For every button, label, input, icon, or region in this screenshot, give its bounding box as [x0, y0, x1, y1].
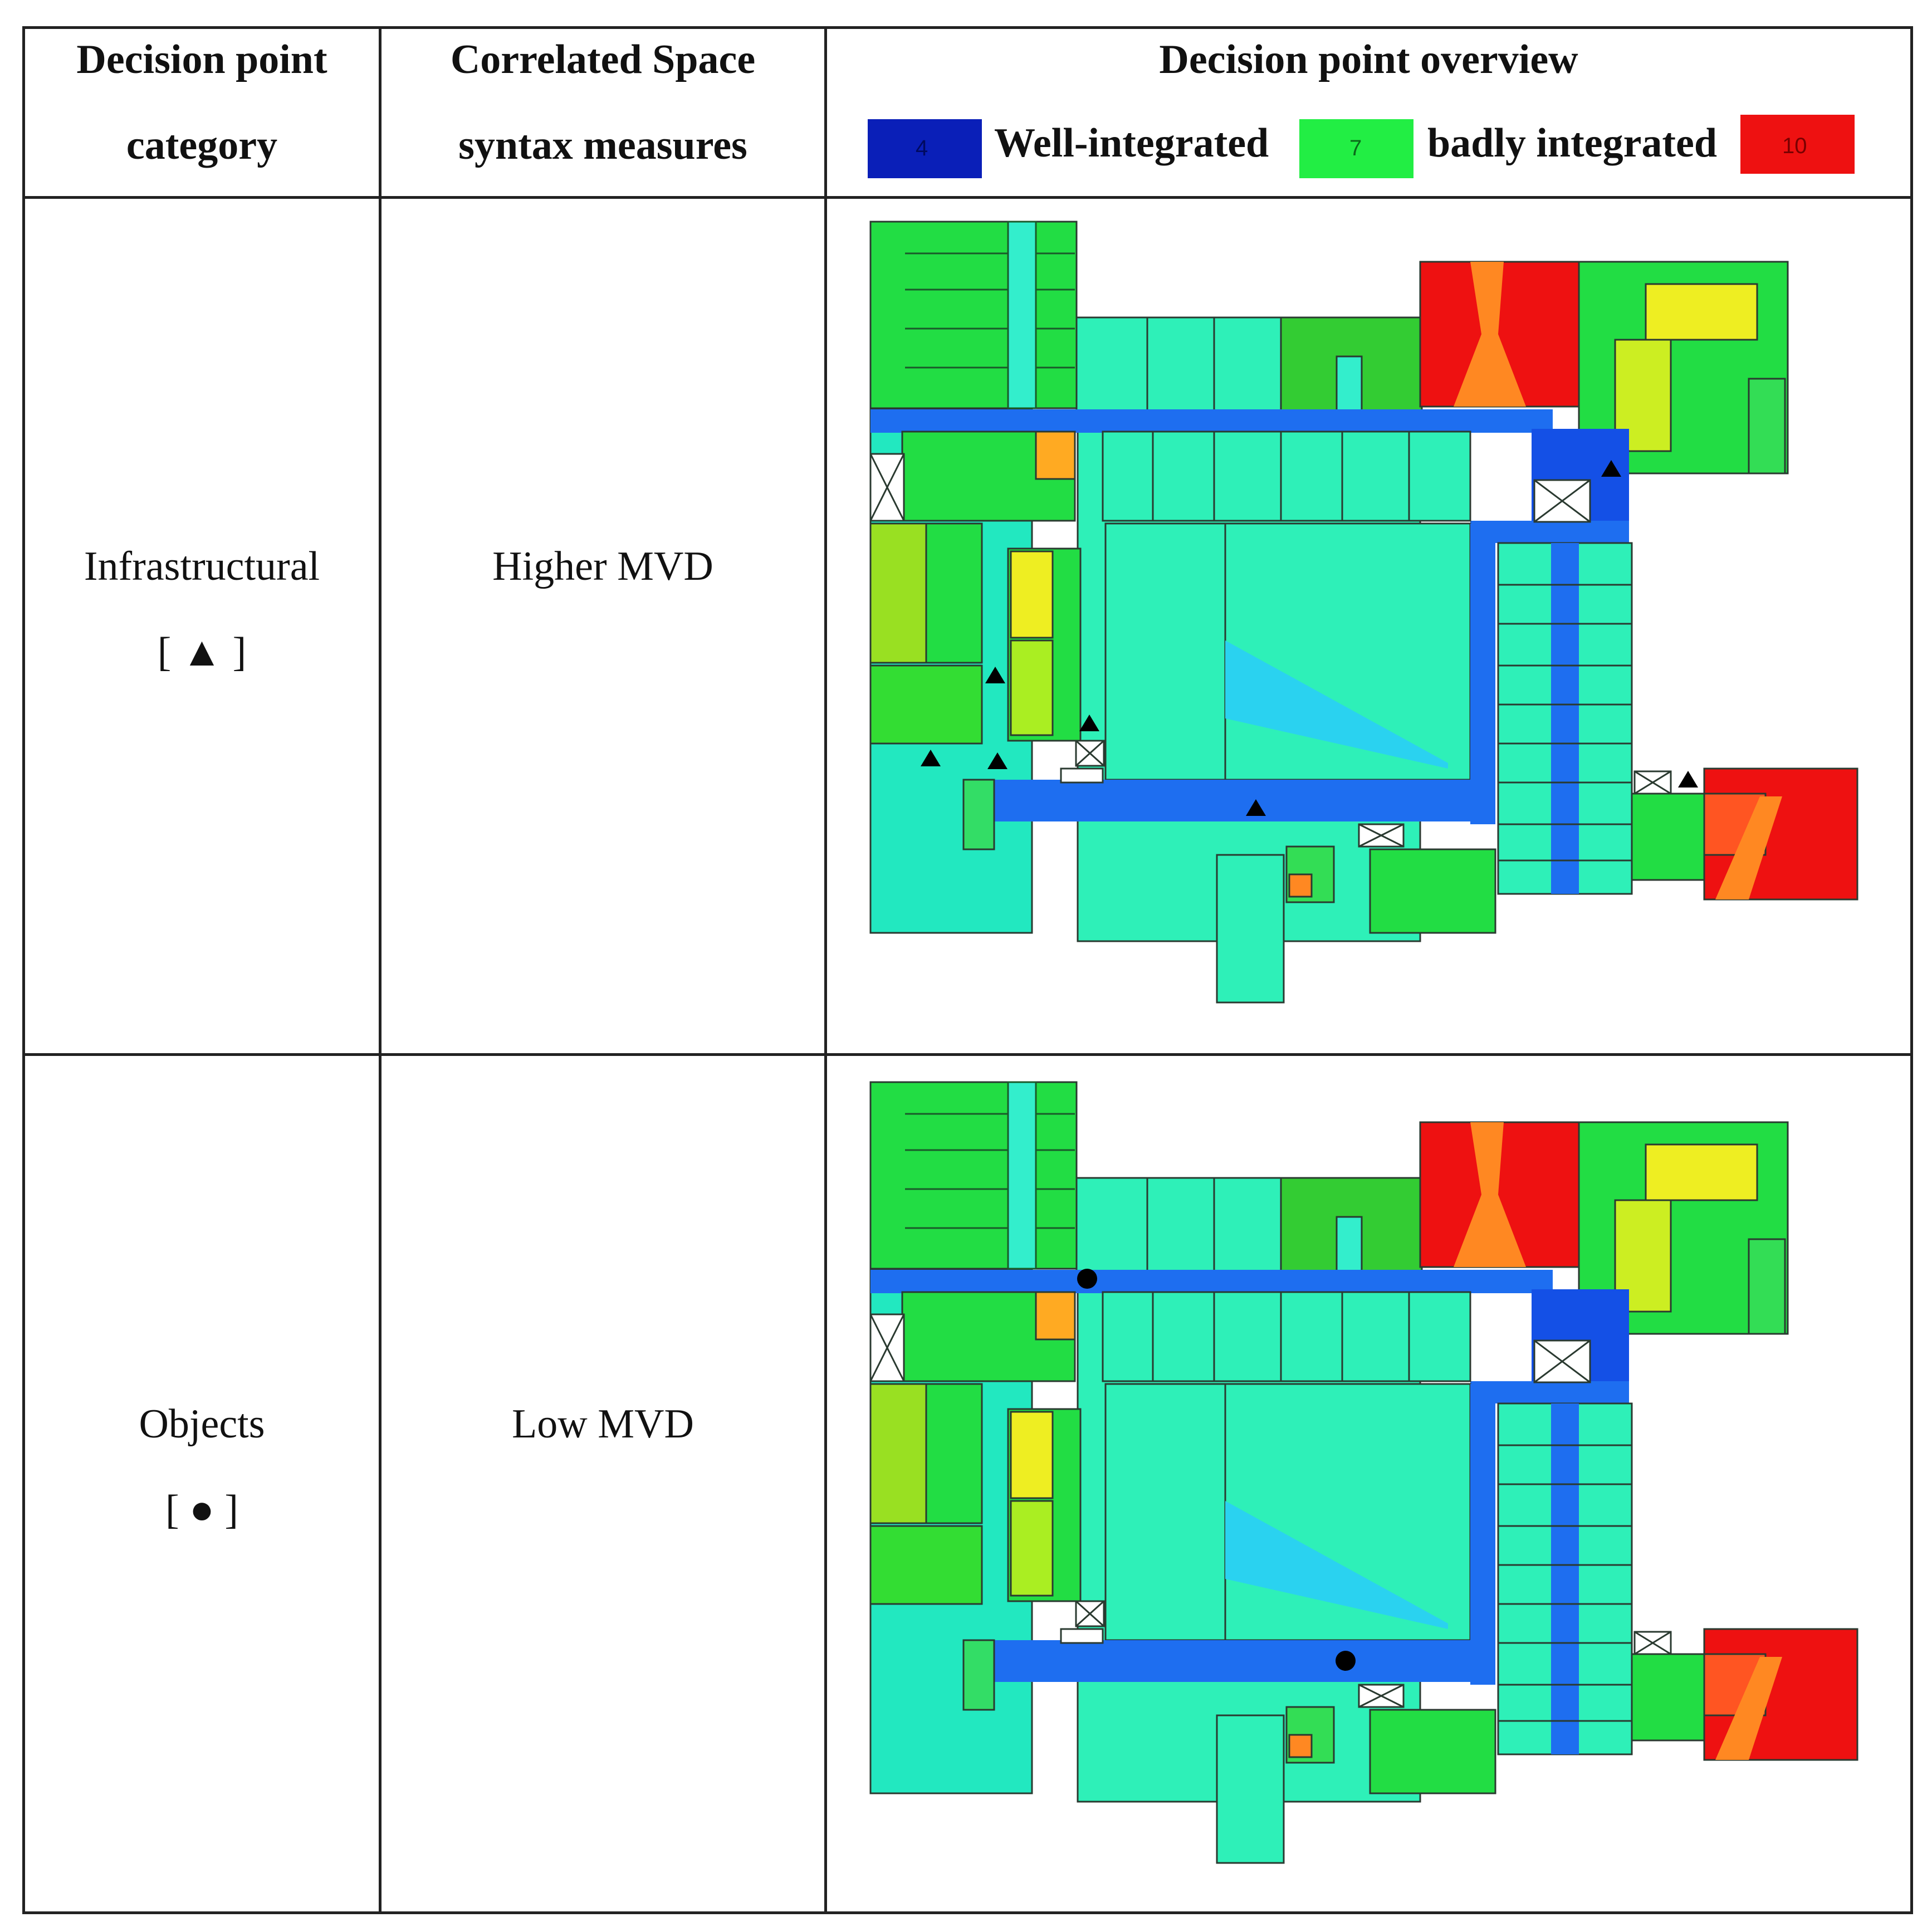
table-border-bottom: [22, 1911, 1913, 1914]
floor-plan-shapes: [869, 221, 1858, 1004]
floor-plan-integration-map-objects: [869, 1081, 1858, 1864]
decision-point-triangles: [921, 460, 1698, 816]
table-row-divider: [22, 1053, 1913, 1056]
legend-swatch-badly-integrated: 10: [1740, 115, 1855, 174]
legend-swatch-well-integrated: 4: [868, 119, 982, 178]
legend-swatch-medium: 7: [1299, 119, 1413, 178]
row-infrastructural-category: Infrastructural: [84, 544, 320, 589]
header-decision-point-category-line2: category: [126, 123, 278, 168]
legend-label-well-integrated: Well-integrated: [994, 120, 1269, 166]
decision-point-dots: [1077, 1269, 1356, 1671]
row-objects-category: Objects: [139, 1401, 265, 1447]
header-space-syntax-line2: syntax measures: [458, 123, 747, 168]
table-border-left: [22, 26, 25, 1914]
table-header-divider: [22, 196, 1913, 199]
table-col-divider-2: [824, 26, 827, 1914]
header-decision-point-overview: Decision point overview: [1159, 37, 1578, 82]
table-border-right: [1910, 26, 1913, 1914]
legend-swatch-value: 7: [1349, 136, 1362, 160]
floor-plan-integration-map-infrastructural: [869, 221, 1858, 1004]
table-col-divider-1: [379, 26, 381, 1914]
row-infrastructural-measure: Higher MVD: [492, 544, 713, 589]
legend-swatch-value: 4: [916, 136, 928, 160]
legend-swatch-value: 10: [1782, 134, 1807, 158]
row-objects-measure: Low MVD: [512, 1401, 694, 1447]
legend-label-badly-integrated: badly integrated: [1427, 120, 1718, 166]
header-space-syntax-line1: Correlated Space: [450, 37, 756, 82]
row-infrastructural-symbol: [ ▲ ]: [157, 629, 247, 675]
floor-plan-shapes: [869, 1081, 1858, 1864]
table-border-top: [22, 26, 1913, 29]
header-decision-point-category-line1: Decision point: [76, 37, 327, 82]
row-objects-symbol: [ ● ]: [165, 1487, 238, 1533]
